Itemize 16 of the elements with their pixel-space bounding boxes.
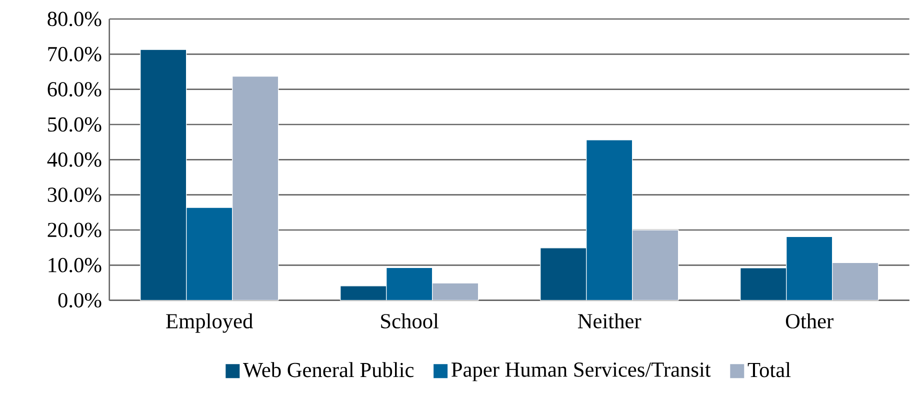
y-tick-label: 80.0% (48, 12, 102, 26)
y-tick-label: 40.0% (47, 152, 102, 167)
x-tick-label: Neither (578, 313, 642, 328)
x-tick-label: Other (786, 313, 834, 328)
y-tick-label: 20.0% (48, 222, 102, 238)
y-tick-label: 0.0% (58, 293, 102, 308)
y-tick-label: 70.0% (48, 46, 102, 62)
y-tick-label: 30.0% (48, 188, 102, 202)
x-tick-label: Employed (166, 313, 253, 333)
y-tick-label: 50.0% (48, 117, 102, 132)
y-tick-label: 10.0% (48, 258, 102, 272)
legend-label: Paper Human Services/Transit (452, 362, 711, 382)
y-tick-label: 60.0% (48, 82, 102, 97)
legend-label: Web General Public (243, 362, 414, 378)
x-tick-label: School (381, 313, 439, 328)
legend-label: Total (748, 362, 791, 378)
